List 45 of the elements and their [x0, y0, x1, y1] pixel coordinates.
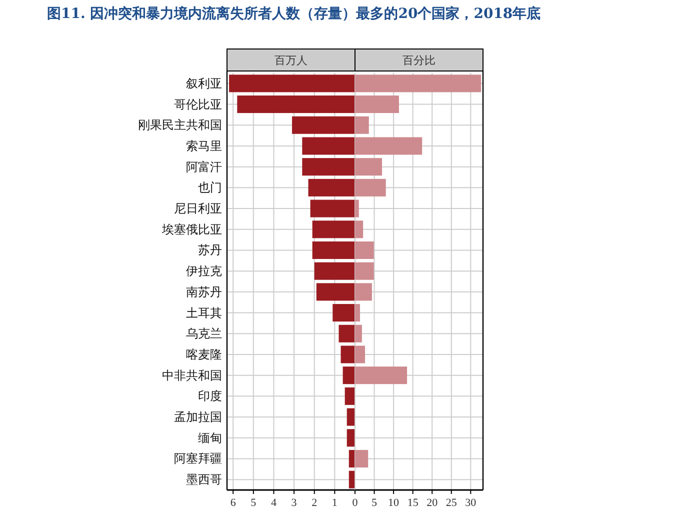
y-tick-label: 缅甸: [198, 430, 222, 445]
x-tick-label: 6: [230, 497, 236, 509]
bar: [346, 429, 355, 447]
x-tick-label: 4: [270, 497, 277, 509]
y-tick-label: 墨西哥: [186, 472, 222, 487]
y-tick-label: 南苏丹: [186, 284, 222, 299]
x-axis-title: 百分比: [402, 54, 436, 67]
chart-title: 图11. 因冲突和暴力境内流离失所者人数（存量）最多的20个国家，2018年底: [47, 5, 541, 22]
bar: [346, 408, 355, 426]
y-tick-label: 孟加拉国: [174, 410, 222, 424]
y-tick-label: 阿塞拜疆: [174, 452, 222, 466]
x-tick-label: 10: [388, 497, 400, 509]
x-tick-label: 2: [312, 497, 318, 509]
x-tick-label: 1: [332, 497, 338, 509]
x-tick-label: 5: [250, 497, 257, 509]
x-tick-label: 0: [352, 497, 358, 509]
y-tick-label: 刚果民主共和国: [138, 118, 222, 132]
x-tick-label: 15: [407, 497, 419, 509]
x-tick-label: 20: [426, 497, 438, 509]
y-tick-label: 中非共和国: [162, 368, 222, 382]
y-tick-label: 埃塞俄比亚: [161, 222, 222, 236]
y-tick-label: 伊拉克: [186, 264, 222, 278]
bar: [348, 470, 355, 488]
x-tick-label: 30: [465, 497, 477, 509]
y-tick-label: 土耳其: [186, 306, 222, 320]
y-tick-label: 喀麦隆: [186, 347, 222, 362]
y-tick-label: 阿富汗: [186, 160, 222, 174]
y-tick-label: 尼日利亚: [174, 202, 222, 216]
bar: [342, 366, 355, 384]
bar: [355, 304, 360, 322]
y-tick-label: 索马里: [186, 138, 222, 153]
y-tick-label: 叙利亚: [186, 76, 222, 90]
y-tick-label: 印度: [198, 389, 222, 404]
bar: [355, 200, 359, 218]
y-tick-label: 也门: [198, 180, 222, 195]
bar: [355, 220, 364, 238]
bar: [344, 387, 355, 405]
y-tick-label: 苏丹: [198, 243, 222, 258]
y-tick-label: 哥伦比亚: [174, 97, 222, 112]
x-tick-label: 5: [372, 497, 378, 509]
y-tick-label: 乌克兰: [186, 326, 222, 341]
x-tick-label: 3: [291, 497, 298, 509]
x-tick-label: 25: [446, 497, 458, 509]
x-axis-title: 百万人: [274, 54, 308, 67]
bar: [355, 116, 369, 134]
